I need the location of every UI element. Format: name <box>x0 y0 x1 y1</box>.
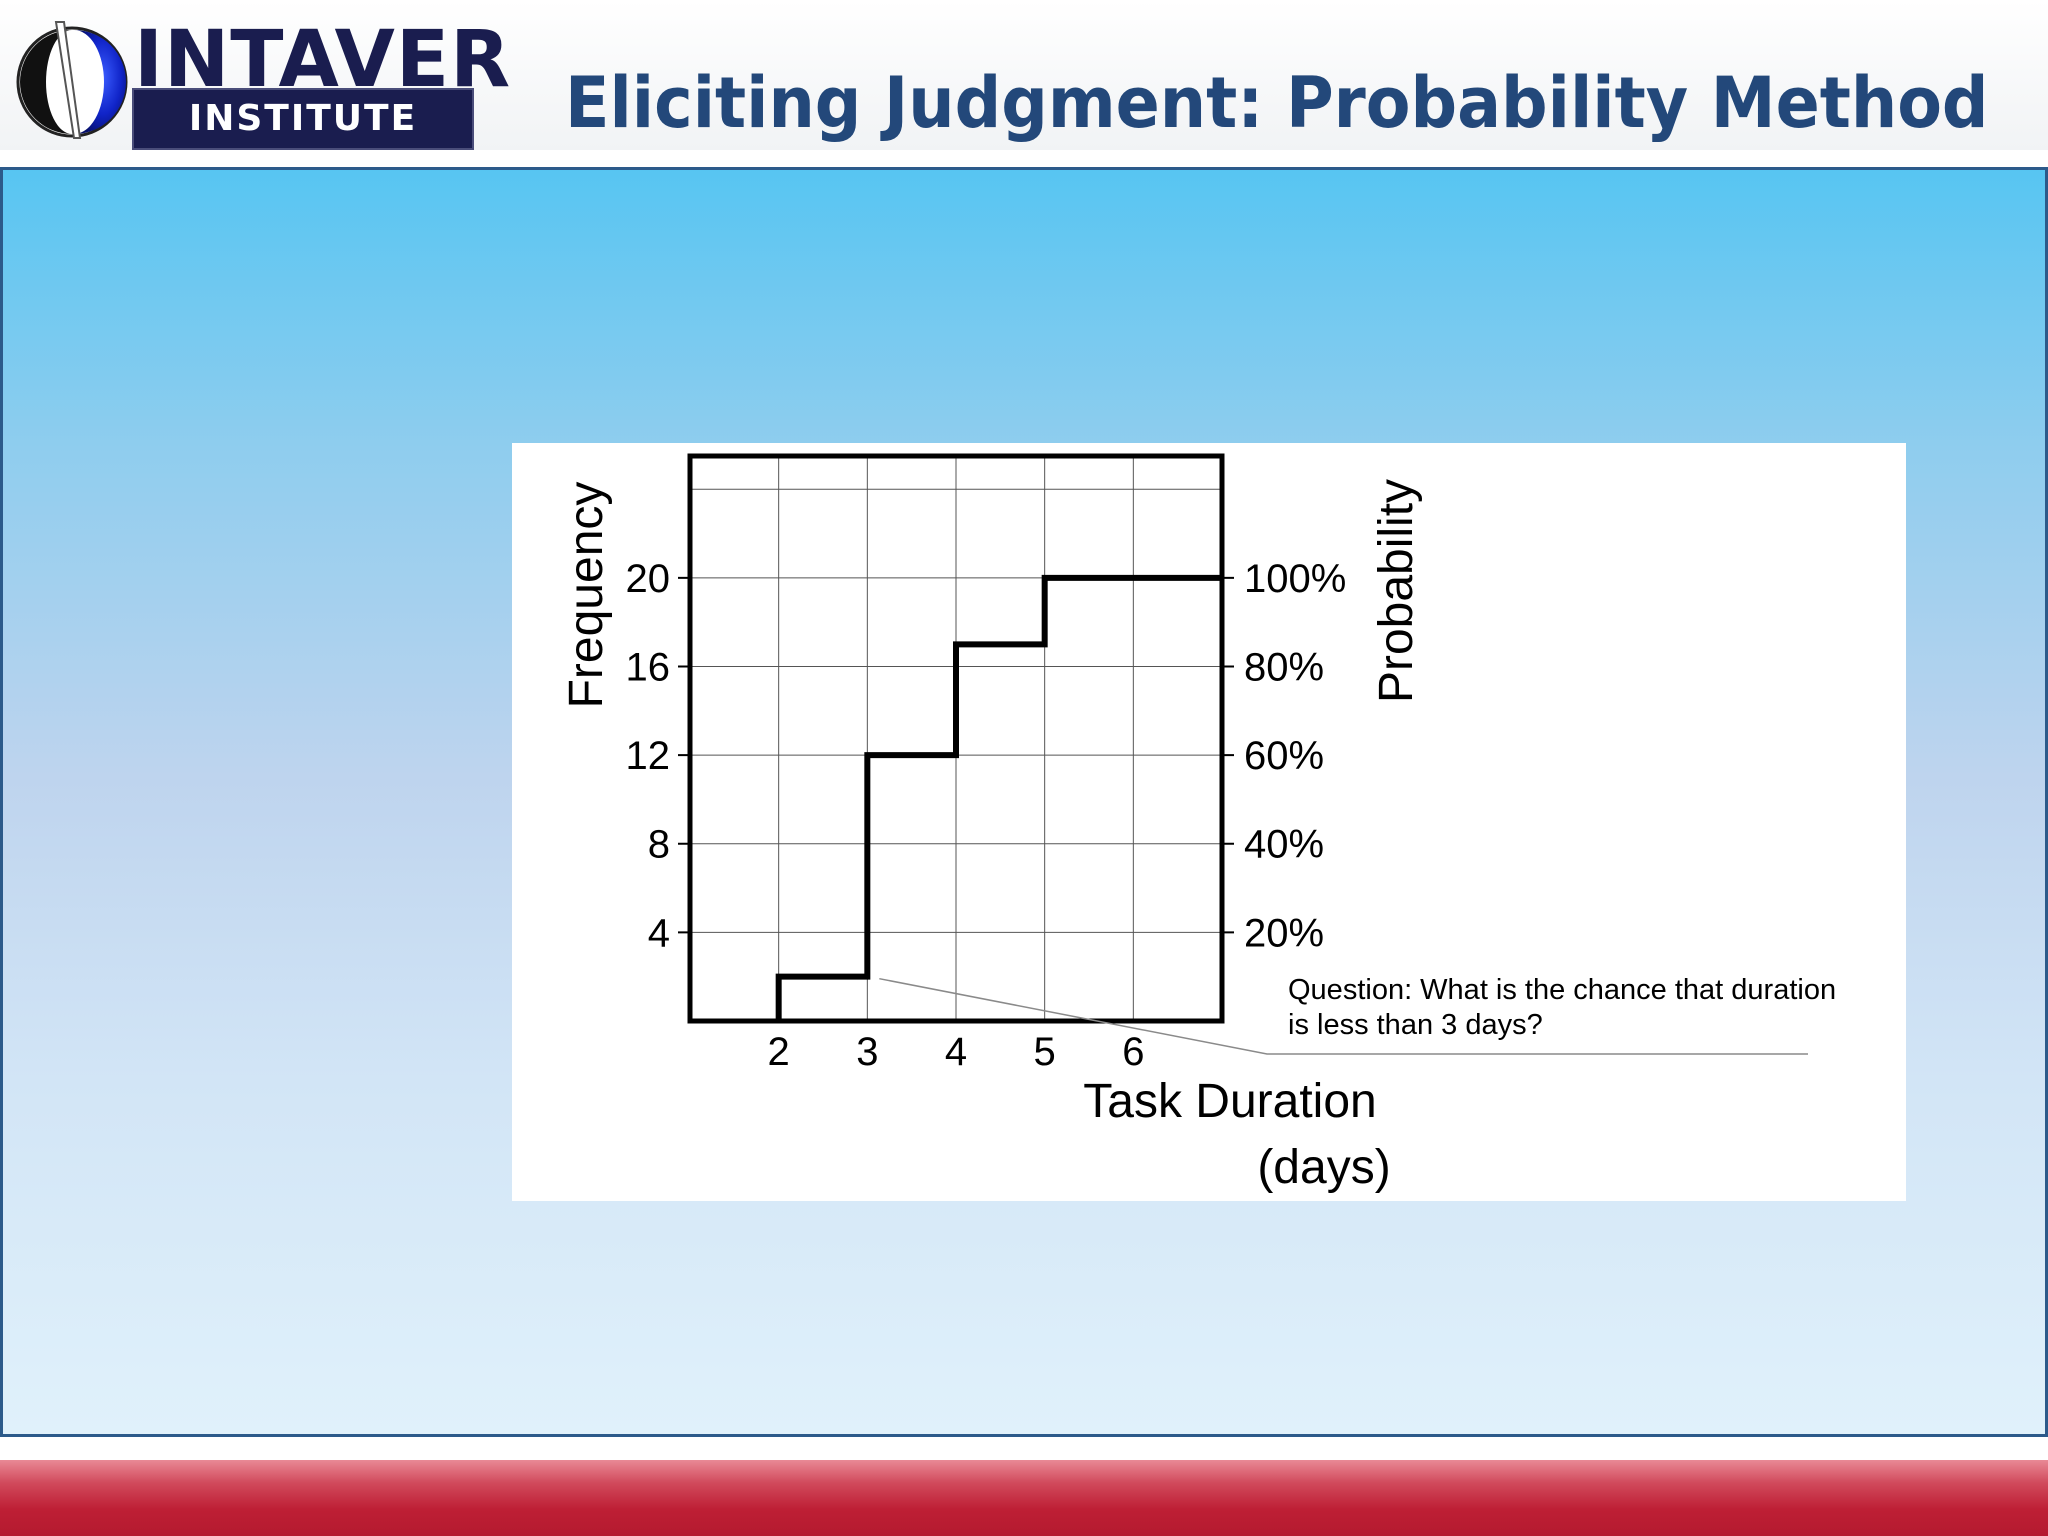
chart-panel: 4 8 12 16 20 20% 40% 60% 80% 100% 2 3 4 5 6 Question… <box>512 443 1906 1201</box>
logo-subtitle-bar: INSTITUTE <box>132 88 474 150</box>
x-tick-label: 4 <box>945 1030 967 1074</box>
x-axis-units: (days) <box>1257 1141 1390 1194</box>
logo-emblem-icon <box>16 21 128 139</box>
right-axis-title: Probability <box>1370 479 1423 703</box>
intaver-logo: INTAVER INSTITUTE <box>12 18 510 150</box>
x-tick-label: 5 <box>1034 1030 1056 1074</box>
x-tick-label: 2 <box>768 1030 790 1074</box>
slide-footer-bar <box>0 1460 2048 1536</box>
right-axis-ticks: 20% 40% 60% 80% 100% <box>1222 557 1346 955</box>
plot-frame <box>687 453 1225 1024</box>
left-tick-label: 12 <box>626 734 671 778</box>
x-axis-ticks: 2 3 4 5 6 <box>768 1030 1145 1074</box>
left-tick-label: 4 <box>648 911 670 955</box>
right-tick-label: 20% <box>1244 911 1324 955</box>
x-tick-label: 3 <box>856 1030 878 1074</box>
left-axis-ticks: 4 8 12 16 20 <box>626 557 690 955</box>
page-title: Eliciting Judgment: Probability Method <box>565 62 1989 144</box>
left-axis-title: Frequency <box>560 482 613 709</box>
series-step-line <box>775 574 1222 1021</box>
annotation-leader-line <box>879 977 1808 1055</box>
logo-subtitle: INSTITUTE <box>188 98 418 139</box>
annotation-line-2: is less than 3 days? <box>1288 1009 1543 1041</box>
left-tick-label: 8 <box>648 823 670 867</box>
x-axis-title: Task Duration <box>1083 1075 1376 1128</box>
left-tick-label: 20 <box>626 557 671 601</box>
right-tick-label: 80% <box>1244 645 1324 689</box>
x-tick-label: 6 <box>1122 1030 1144 1074</box>
right-tick-label: 60% <box>1244 734 1324 778</box>
cumulative-step-chart: 4 8 12 16 20 20% 40% 60% 80% 100% 2 3 4 5 6 Question… <box>560 453 1836 1194</box>
slide-header: INTAVER INSTITUTE Eliciting Judgment: Pr… <box>0 0 2048 150</box>
left-tick-label: 16 <box>626 645 671 689</box>
annotation-line-1: Question: What is the chance that durati… <box>1288 974 1836 1006</box>
right-tick-label: 100% <box>1244 557 1346 601</box>
right-tick-label: 40% <box>1244 823 1324 867</box>
